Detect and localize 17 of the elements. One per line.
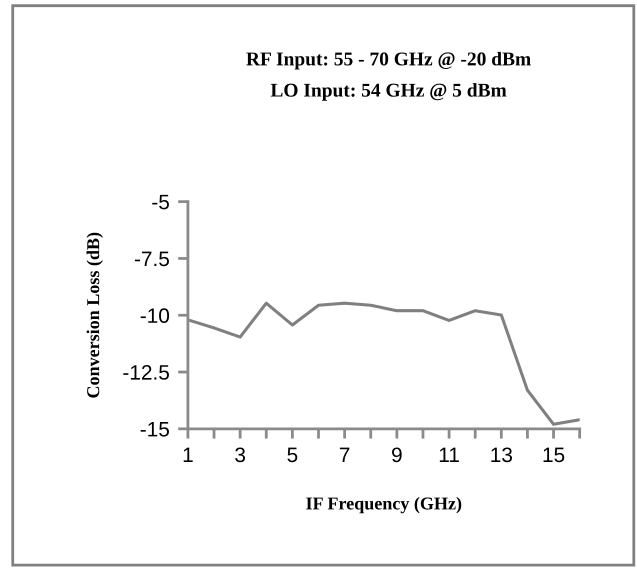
x-tick-label: 5	[287, 448, 298, 462]
y-tick-label: -10	[140, 308, 170, 323]
x-tick-label: 7	[340, 448, 350, 462]
x-tick-label: 9	[392, 447, 402, 462]
x-tick-label: 13	[491, 447, 512, 462]
x-tick-label: 11	[440, 448, 459, 462]
x-tick-label: 1	[184, 448, 193, 462]
x-tick-label: 3	[235, 447, 246, 462]
chart-subtitle: LO Input: 54 GHz @ 5 dBm	[270, 83, 506, 101]
y-tick-label: -15	[140, 422, 169, 437]
y-tick-label: -5	[152, 194, 169, 210]
chart-title: RF Input: 55 - 70 GHz @ -20 dBm	[246, 52, 531, 70]
x-axis-title: IF Frequency (GHz)	[306, 496, 462, 514]
y-tick-label: -12.5	[123, 365, 169, 380]
x-tick-label: 15	[544, 448, 564, 462]
y-axis-title: Conversion Loss (dB)	[86, 232, 103, 398]
y-tick-label: -7.5	[134, 252, 169, 266]
